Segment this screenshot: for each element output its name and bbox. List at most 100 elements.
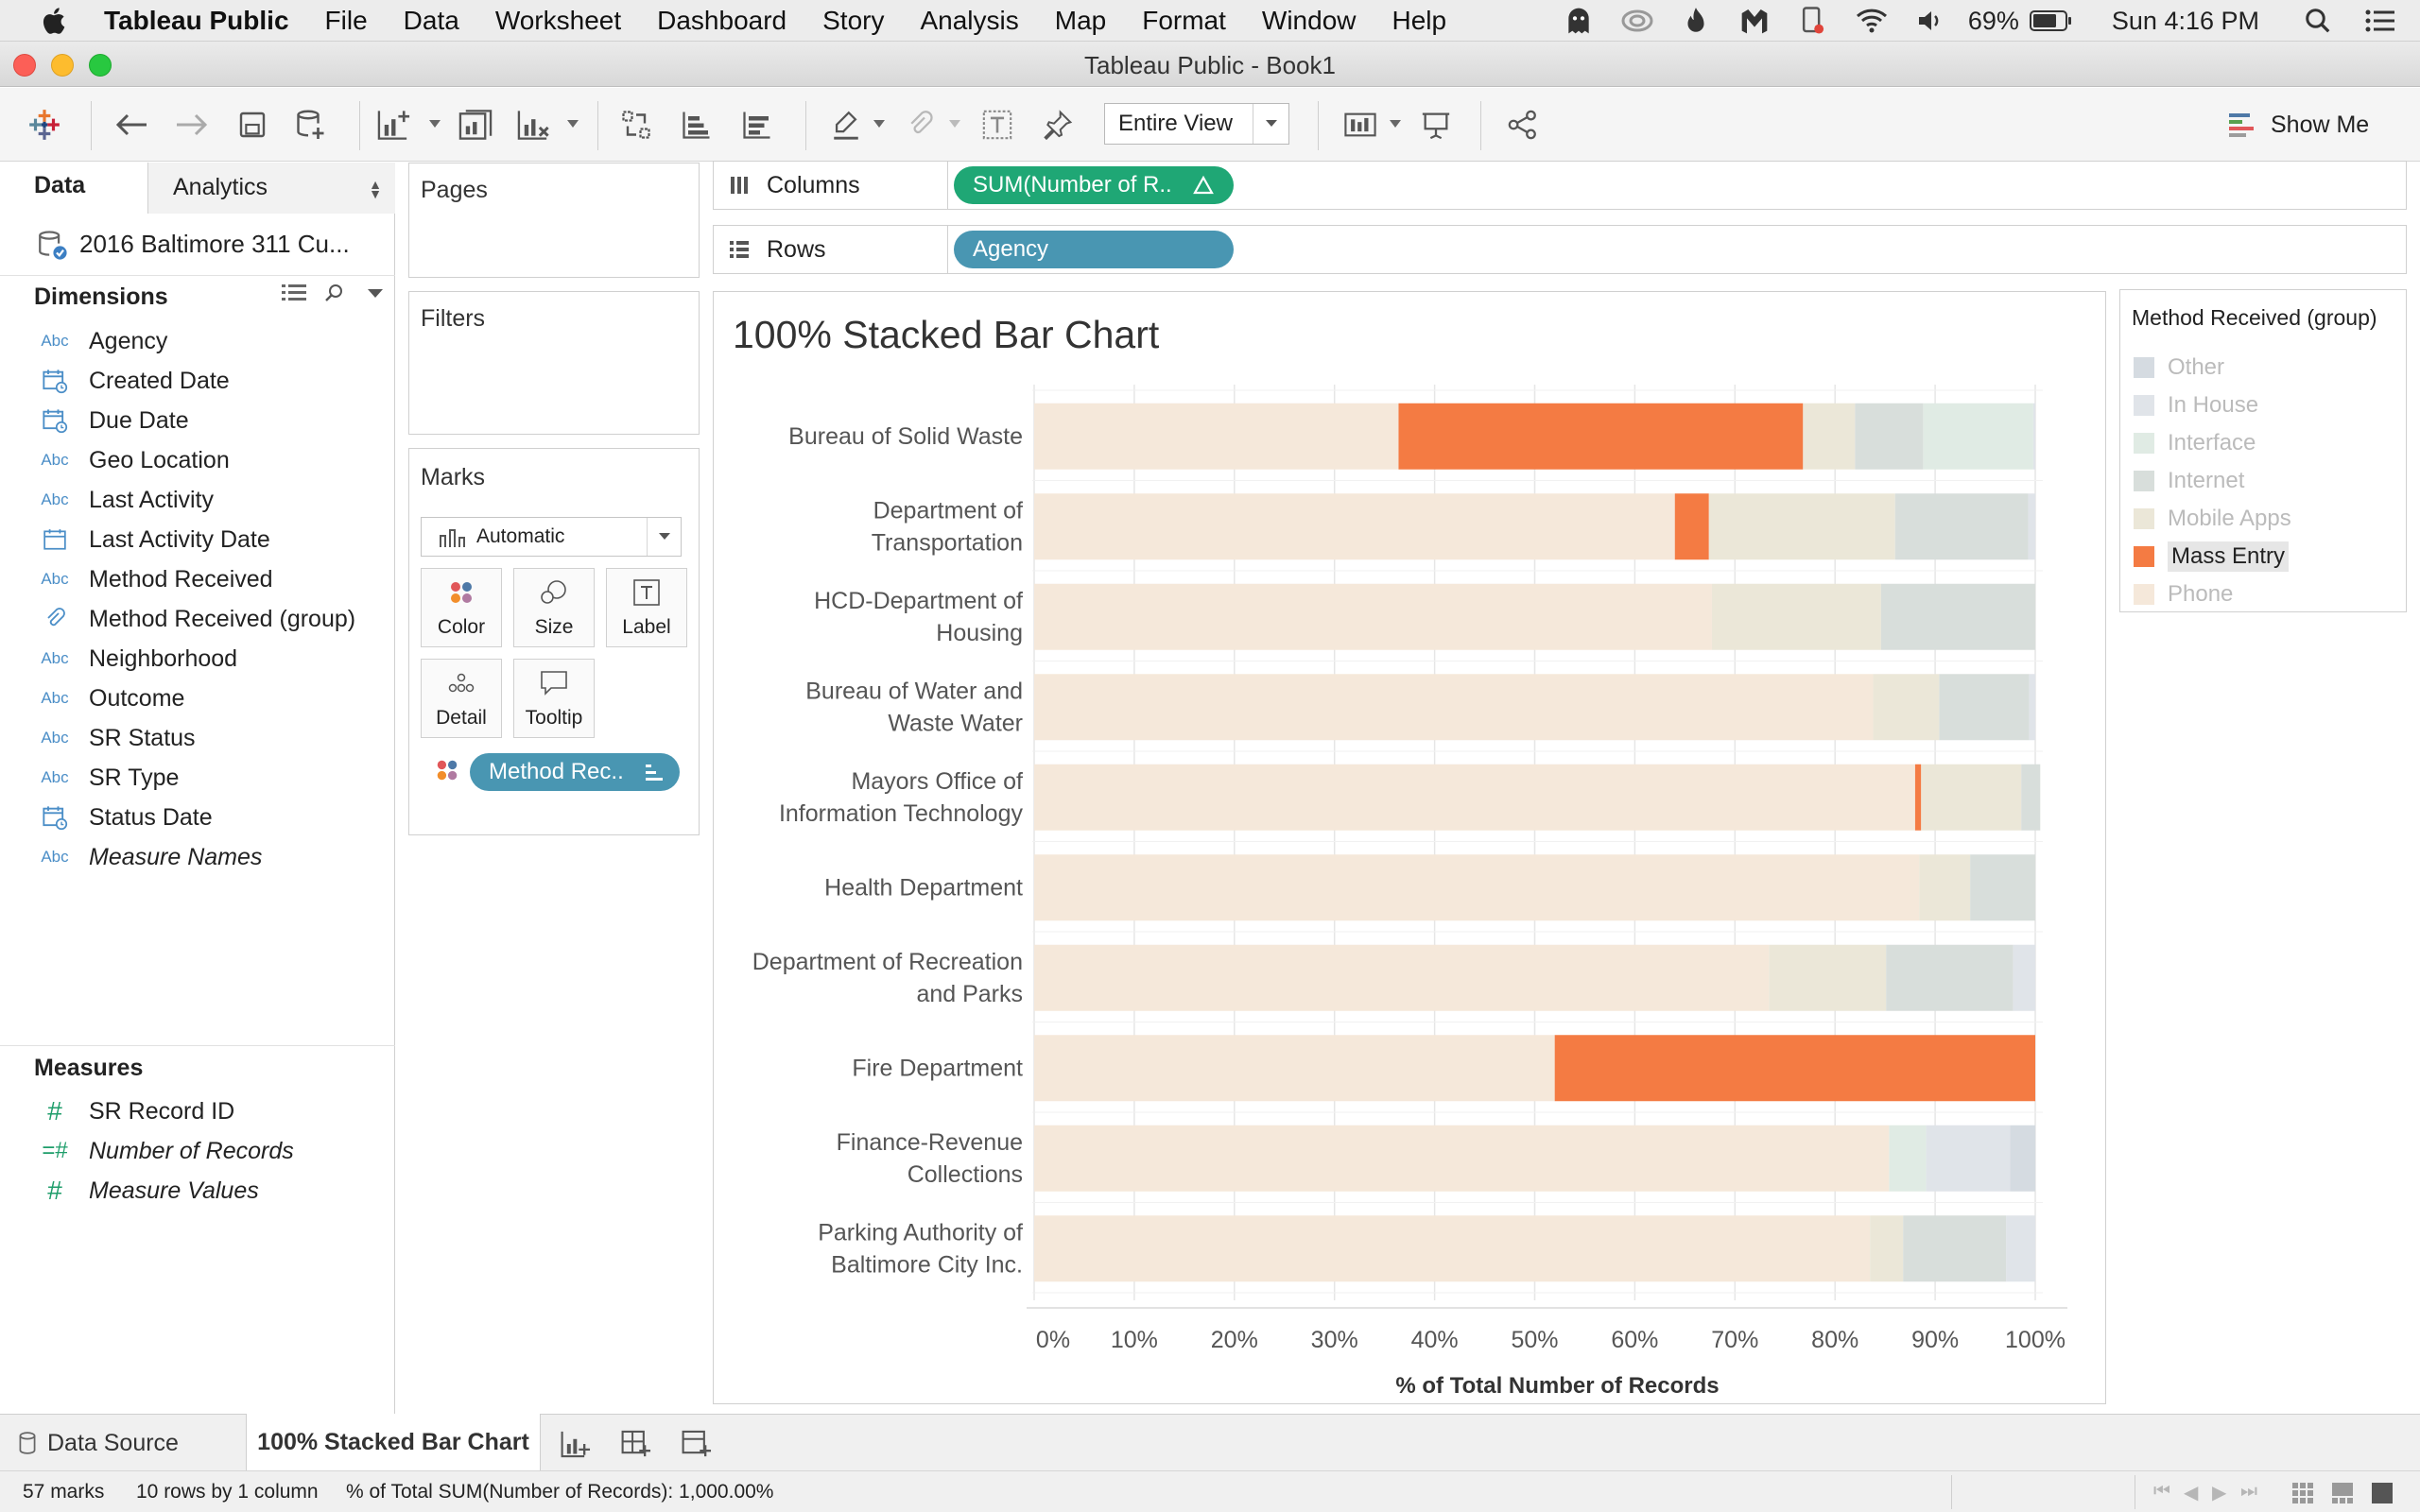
field-last-activity[interactable]: Abc Last Activity	[38, 481, 214, 519]
show-tabs-icon[interactable]	[2371, 1482, 2394, 1510]
category-label[interactable]: Fire Department	[852, 1055, 1023, 1081]
category-label[interactable]: Parking Authority of Baltimore City Inc.	[818, 1219, 1023, 1278]
group-caret[interactable]	[949, 120, 960, 128]
minimize-window-button[interactable]	[51, 54, 74, 77]
presentation-mode-icon[interactable]	[1414, 103, 1458, 146]
bar-segment-in-house[interactable]	[1926, 1125, 2011, 1192]
field-measure-values[interactable]: # Measure Values	[38, 1172, 259, 1210]
show-me-button[interactable]: Show Me	[2227, 103, 2369, 146]
menu-worksheet[interactable]: Worksheet	[494, 5, 622, 35]
bar-segment-internet[interactable]	[1894, 493, 2029, 560]
first-sheet-icon[interactable]: ⏮	[2153, 1481, 2170, 1502]
pin-axis-icon[interactable]	[1036, 103, 1080, 146]
sort-descending-icon[interactable]	[735, 103, 779, 146]
category-label[interactable]: HCD-Department of Housing	[814, 588, 1023, 646]
apple-icon[interactable]	[38, 4, 72, 38]
menu-help[interactable]: Help	[1392, 5, 1447, 35]
field-due-date[interactable]: Due Date	[38, 402, 189, 439]
group-members-icon[interactable]	[898, 103, 942, 146]
menu-map[interactable]: Map	[1054, 5, 1107, 35]
legend-item-in-house[interactable]: In House	[2128, 388, 2258, 422]
show-cards-icon[interactable]	[1339, 103, 1382, 146]
previous-sheet-icon[interactable]: ◀	[2184, 1483, 2199, 1503]
bar-segment-internet[interactable]	[2021, 764, 2041, 831]
bar-segment-in-house[interactable]	[2028, 493, 2035, 560]
undo-arrow-icon[interactable]	[110, 103, 153, 146]
category-label[interactable]: Mayors Office of Information Technology	[779, 768, 1024, 827]
color-button[interactable]: Color	[421, 568, 502, 647]
ghost-icon[interactable]	[1560, 2, 1598, 40]
creative-cloud-icon[interactable]	[1618, 2, 1656, 40]
bar-segment-mobile-apps[interactable]	[1870, 1215, 1904, 1282]
share-icon[interactable]	[1501, 103, 1545, 146]
bar-segment-in-house[interactable]	[2029, 674, 2035, 741]
volume-icon[interactable]	[1911, 2, 1949, 40]
spotlight-search-icon[interactable]	[2299, 2, 2337, 40]
datasource-item[interactable]: 2016 Baltimore 311 Cu...	[0, 214, 395, 276]
redo-arrow-icon[interactable]	[170, 103, 214, 146]
notification-center-icon[interactable]	[2361, 2, 2399, 40]
pages-shelf[interactable]: Pages	[408, 163, 700, 278]
field-method-received[interactable]: Abc Method Received	[38, 560, 272, 598]
device-alert-icon[interactable]	[1794, 2, 1832, 40]
bar-segment-internet[interactable]	[1855, 403, 1924, 470]
menu-story[interactable]: Story	[822, 5, 885, 35]
bar-segment-mobile-apps[interactable]	[1708, 493, 1895, 560]
swap-rows-columns-icon[interactable]	[614, 103, 658, 146]
bar-segment-other[interactable]	[2010, 1125, 2036, 1192]
bar-segment-interface[interactable]	[1923, 403, 2033, 470]
bar-segment-mobile-apps[interactable]	[1919, 854, 1971, 921]
viz-canvas[interactable]: 100% Stacked Bar Chart Bureau of Solid W…	[713, 291, 2106, 1404]
menu-format[interactable]: Format	[1142, 5, 1226, 35]
field-sr-record-id[interactable]: # SR Record ID	[38, 1092, 234, 1130]
field-status-date[interactable]: Status Date	[38, 799, 213, 836]
legend-item-other[interactable]: Other	[2128, 351, 2224, 385]
category-label[interactable]: Health Department	[824, 874, 1023, 901]
columns-measure-pill[interactable]: SUM(Number of R..	[954, 166, 1234, 204]
bar-segment-internet[interactable]	[1880, 583, 2035, 650]
menu-analysis[interactable]: Analysis	[920, 5, 1019, 35]
new-worksheet-icon[interactable]	[372, 103, 416, 146]
bar-segment-internet[interactable]	[1886, 944, 2014, 1011]
new-datasource-icon[interactable]	[289, 103, 333, 146]
detail-button[interactable]: Detail	[421, 659, 502, 738]
bar-segment-phone[interactable]	[1034, 674, 1874, 741]
wifi-icon[interactable]	[1853, 2, 1891, 40]
bar-segment-mobile-apps[interactable]	[1711, 583, 1881, 650]
field-neighborhood[interactable]: Abc Neighborhood	[38, 640, 237, 678]
bar-segment-in-house[interactable]	[2013, 944, 2035, 1011]
viz-title[interactable]: 100% Stacked Bar Chart	[733, 313, 1160, 356]
field-measure-names[interactable]: Abc Measure Names	[38, 838, 262, 876]
legend-item-internet[interactable]: Internet	[2128, 464, 2244, 498]
new-worksheet-tab-icon[interactable]	[558, 1426, 594, 1462]
x-axis-title[interactable]: % of Total Number of Records	[1395, 1373, 1719, 1399]
zoom-window-button[interactable]	[89, 54, 112, 77]
sort-ascending-icon[interactable]	[675, 103, 718, 146]
menu-window[interactable]: Window	[1261, 5, 1357, 35]
rows-dimension-pill[interactable]: Agency	[954, 231, 1234, 268]
bar-segment-phone[interactable]	[1034, 493, 1675, 560]
field-sr-type[interactable]: Abc SR Type	[38, 759, 179, 797]
legend-item-mass-entry[interactable]: Mass Entry	[2128, 540, 2290, 574]
bar-segment-mass-entry[interactable]	[1914, 764, 1922, 831]
highlight-pen-icon[interactable]	[824, 103, 868, 146]
chevron-down-icon[interactable]	[1253, 104, 1288, 144]
new-story-tab-icon[interactable]	[679, 1426, 715, 1462]
dimensions-menu-caret[interactable]	[367, 287, 384, 299]
field-agency[interactable]: Abc Agency	[38, 322, 167, 360]
flame-icon[interactable]	[1677, 2, 1715, 40]
bar-segment-interface[interactable]	[1889, 1125, 1927, 1192]
save-icon[interactable]	[231, 103, 274, 146]
field-geo-location[interactable]: Abc Geo Location	[38, 441, 229, 479]
tab-analytics[interactable]: Analytics ▲ ▼	[147, 163, 395, 214]
bar-segment-in-house[interactable]	[2006, 1215, 2035, 1282]
show-filmstrip-icon[interactable]	[2331, 1482, 2354, 1510]
bar-segment-phone[interactable]	[1034, 944, 1770, 1011]
tableau-logo-icon[interactable]	[23, 103, 66, 146]
field-method-received-group[interactable]: Method Received (group)	[38, 600, 355, 638]
show-sheet-sorter-icon[interactable]	[2291, 1482, 2314, 1510]
close-window-button[interactable]	[13, 54, 36, 77]
category-label[interactable]: Department of Recreation and Parks	[752, 949, 1023, 1007]
bar-segment-internet[interactable]	[1970, 854, 2035, 921]
bar-segment-mobile-apps[interactable]	[1803, 403, 1856, 470]
